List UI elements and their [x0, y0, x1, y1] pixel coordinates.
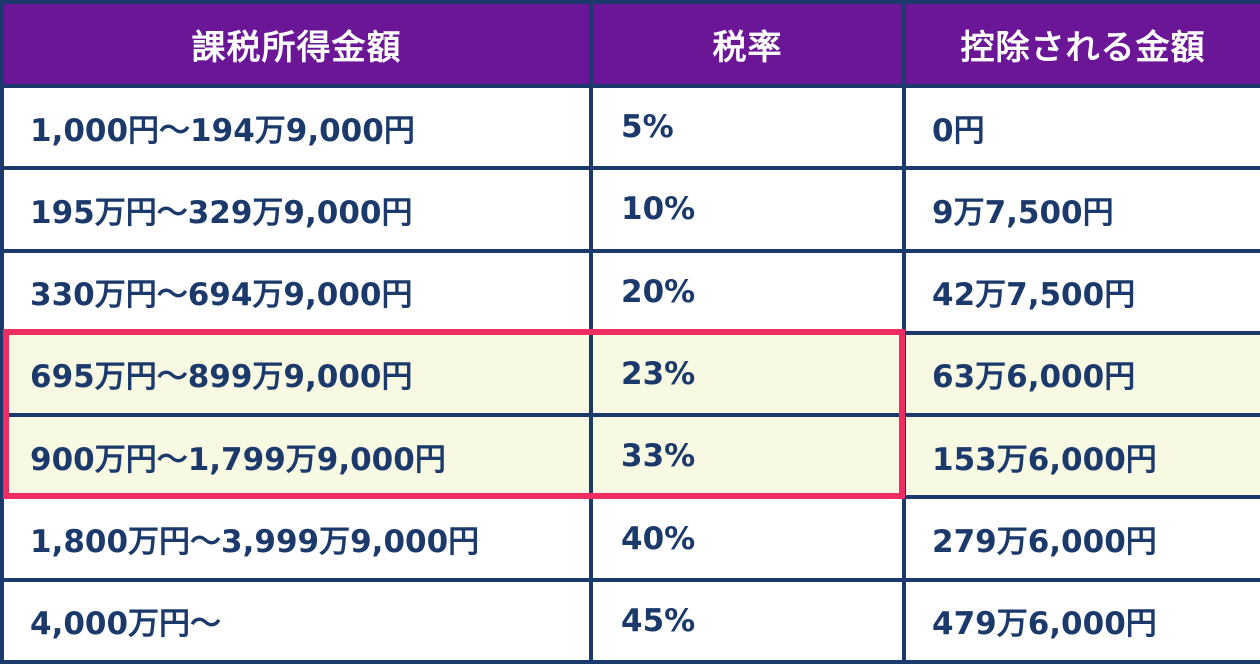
header-deduction-amount: 控除される金額 — [902, 0, 1260, 88]
cell-tax-rate: 23% — [589, 330, 906, 418]
cell-deduction-amount: 42万7,500円 — [902, 248, 1260, 335]
header-tax-rate: 税率 — [589, 0, 906, 88]
cell-taxable-income: 1,800万円〜3,999万9,000円 — [0, 495, 593, 582]
cell-deduction-amount: 0円 — [902, 83, 1260, 171]
header-row: 課税所得金額 税率 控除される金額 — [0, 0, 1260, 88]
table-header: 課税所得金額 税率 控除される金額 — [0, 0, 1260, 88]
cell-deduction-amount: 153万6,000円 — [902, 413, 1260, 500]
cell-taxable-income: 195万円〜329万9,000円 — [0, 166, 593, 253]
cell-deduction-amount: 479万6,000円 — [902, 577, 1260, 664]
cell-taxable-income: 900万円〜1,799万9,000円 — [0, 413, 593, 500]
cell-deduction-amount: 63万6,000円 — [902, 330, 1260, 418]
cell-deduction-amount: 279万6,000円 — [902, 495, 1260, 582]
cell-taxable-income: 330万円〜694万9,000円 — [0, 248, 593, 335]
table-row: 4,000万円〜 45% 479万6,000円 — [0, 577, 1260, 664]
table-row: 1,000円〜194万9,000円 5% 0円 — [0, 83, 1260, 171]
table-row: 330万円〜694万9,000円 20% 42万7,500円 — [0, 248, 1260, 335]
table-row: 1,800万円〜3,999万9,000円 40% 279万6,000円 — [0, 495, 1260, 582]
cell-tax-rate: 10% — [589, 166, 906, 253]
cell-tax-rate: 40% — [589, 495, 906, 582]
cell-tax-rate: 20% — [589, 248, 906, 335]
cell-taxable-income: 1,000円〜194万9,000円 — [0, 83, 593, 171]
cell-taxable-income: 695万円〜899万9,000円 — [0, 330, 593, 418]
table-row-highlighted: 900万円〜1,799万9,000円 33% 153万6,000円 — [0, 413, 1260, 500]
cell-deduction-amount: 9万7,500円 — [902, 166, 1260, 253]
cell-tax-rate: 33% — [589, 413, 906, 500]
header-taxable-income: 課税所得金額 — [0, 0, 593, 88]
table-row-highlighted: 695万円〜899万9,000円 23% 63万6,000円 — [0, 330, 1260, 418]
cell-tax-rate: 45% — [589, 577, 906, 664]
cell-taxable-income: 4,000万円〜 — [0, 577, 593, 664]
table-row: 195万円〜329万9,000円 10% 9万7,500円 — [0, 166, 1260, 253]
table-body: 1,000円〜194万9,000円 5% 0円 195万円〜329万9,000円… — [0, 83, 1260, 664]
cell-tax-rate: 5% — [589, 83, 906, 171]
